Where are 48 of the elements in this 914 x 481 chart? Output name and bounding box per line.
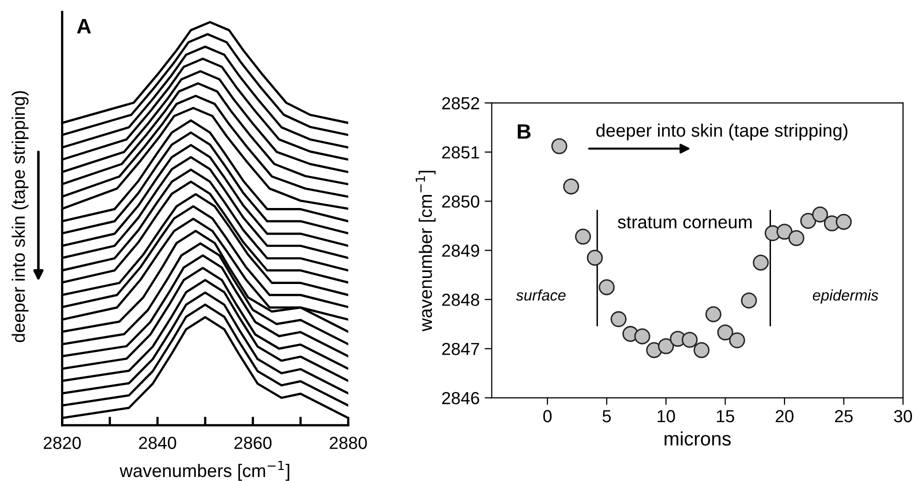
y-tick-label: 2852 bbox=[442, 97, 480, 110]
point bbox=[598, 279, 615, 296]
annotation: B bbox=[518, 124, 531, 139]
point bbox=[610, 311, 627, 328]
y-axis-title: wavenumber [cm$^{−1}$] bbox=[416, 170, 436, 332]
x-axis-title: wavenumbers [cm$^{−1}$] bbox=[120, 460, 290, 481]
point bbox=[551, 138, 568, 154]
point bbox=[634, 328, 650, 344]
point bbox=[776, 224, 792, 240]
y-tick-label: 2849 bbox=[442, 244, 480, 257]
point bbox=[586, 250, 603, 266]
point bbox=[800, 212, 816, 229]
point bbox=[682, 332, 698, 348]
point bbox=[694, 342, 710, 358]
x-tick-label: 25 bbox=[834, 410, 853, 422]
x-tick-label: 0 bbox=[543, 410, 552, 422]
x-tick-label: 5 bbox=[602, 410, 611, 422]
point bbox=[563, 178, 580, 194]
y-tick-label: 2850 bbox=[442, 195, 480, 208]
annotation: A bbox=[76, 18, 91, 34]
point bbox=[812, 206, 828, 222]
x-tick-label: 20 bbox=[776, 410, 794, 422]
y-axis-title: deeper into skin (tape stripping) bbox=[12, 91, 29, 342]
point bbox=[729, 332, 746, 348]
point bbox=[752, 254, 769, 271]
x-axis-title: microns bbox=[664, 431, 731, 446]
point bbox=[575, 228, 591, 245]
x-tick-label: 2860 bbox=[234, 436, 272, 450]
annotation: epidermis bbox=[812, 289, 878, 304]
annotation: stratum corneum bbox=[618, 216, 752, 228]
y-tick-label: 2848 bbox=[442, 294, 480, 306]
annotation: surface bbox=[516, 289, 566, 301]
x-tick-label: 2880 bbox=[330, 436, 367, 450]
point bbox=[717, 324, 734, 340]
point bbox=[836, 214, 852, 230]
x-tick-label: 2820 bbox=[44, 436, 81, 450]
point bbox=[740, 292, 757, 308]
point bbox=[658, 338, 674, 354]
annotation: deeper into skin (tape stripping) bbox=[596, 124, 848, 140]
x-tick-label: 2840 bbox=[139, 436, 176, 450]
x-tick-label: 30 bbox=[894, 410, 912, 422]
point bbox=[705, 306, 722, 322]
point bbox=[788, 230, 804, 246]
x-tick-label: 15 bbox=[716, 410, 734, 422]
y-tick-label: 2851 bbox=[442, 146, 480, 159]
y-tick-label: 2847 bbox=[442, 342, 480, 356]
x-tick-label: 10 bbox=[658, 410, 675, 422]
y-tick-label: 2846 bbox=[442, 392, 480, 404]
